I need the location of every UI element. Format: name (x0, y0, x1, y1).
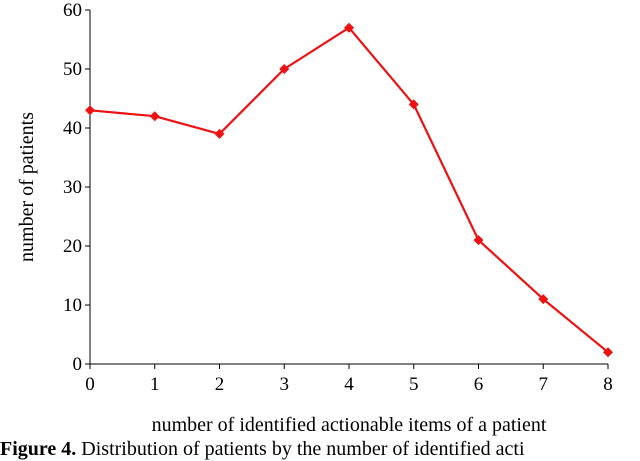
data-point-marker (149, 111, 160, 122)
y-tick-label: 50 (63, 59, 82, 80)
y-tick-label: 20 (63, 236, 82, 257)
y-tick-label: 60 (63, 0, 82, 21)
x-ticks: 0 1 2 3 4 5 6 7 8 (85, 364, 613, 395)
data-point-marker (214, 128, 225, 139)
caption-label: Figure 4. (0, 438, 77, 460)
series-group (85, 22, 613, 358)
x-tick-label: 2 (215, 374, 225, 395)
data-point-marker (473, 235, 484, 246)
y-ticks: 0 10 20 30 40 50 60 (63, 0, 90, 375)
x-tick-label: 7 (539, 374, 549, 395)
x-axis-title: number of identified actionable items of… (152, 414, 547, 436)
x-tick-label: 4 (344, 374, 354, 395)
y-tick-label: 30 (63, 177, 82, 198)
x-tick-label: 3 (280, 374, 290, 395)
y-tick-label: 40 (63, 118, 82, 139)
series-line (89, 26, 609, 354)
data-point-marker (538, 294, 549, 305)
y-tick-label: 0 (73, 354, 83, 375)
data-point-marker (408, 99, 419, 110)
x-tick-label: 6 (474, 374, 484, 395)
data-point-marker (279, 64, 290, 74)
y-tick-label: 10 (63, 295, 82, 316)
x-tick-label: 0 (85, 374, 95, 395)
line-chart: 0 10 20 30 40 50 60 0 1 2 3 4 5 6 7 8 number of identi… (16, 0, 613, 436)
y-axis-title: number of patients (16, 112, 38, 262)
data-point-marker (85, 105, 95, 116)
x-tick-label: 1 (150, 374, 160, 395)
x-tick-label: 5 (409, 374, 419, 395)
x-tick-label: 8 (603, 374, 613, 395)
data-point-marker (603, 347, 613, 358)
axes (89, 10, 608, 365)
figure-caption: Figure 4. Distribution of patients by th… (0, 438, 525, 461)
caption-text: Distribution of patients by the number o… (81, 438, 525, 460)
data-point-marker (344, 22, 354, 33)
